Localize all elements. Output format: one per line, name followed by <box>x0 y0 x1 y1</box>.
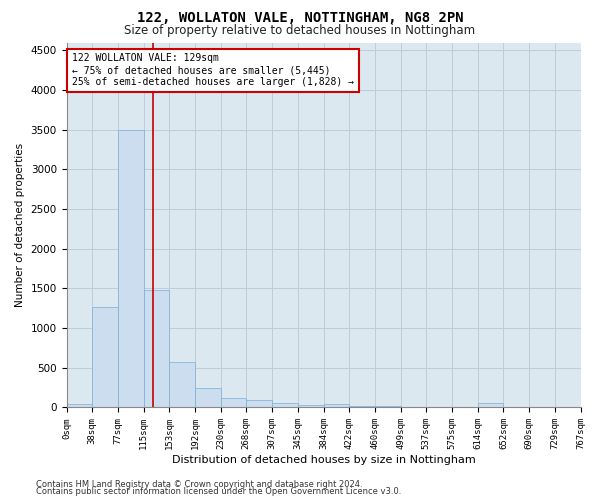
Text: 122 WOLLATON VALE: 129sqm
← 75% of detached houses are smaller (5,445)
25% of se: 122 WOLLATON VALE: 129sqm ← 75% of detac… <box>71 54 353 86</box>
Bar <box>324 404 349 407</box>
Bar <box>118 130 143 407</box>
Y-axis label: Number of detached properties: Number of detached properties <box>15 143 25 307</box>
Bar <box>195 388 221 407</box>
Bar <box>246 400 272 407</box>
Text: 122, WOLLATON VALE, NOTTINGHAM, NG8 2PN: 122, WOLLATON VALE, NOTTINGHAM, NG8 2PN <box>137 11 463 25</box>
Bar <box>375 406 401 408</box>
Bar <box>272 403 298 407</box>
Bar <box>349 406 375 407</box>
Bar <box>169 362 195 408</box>
Bar <box>67 404 92 407</box>
Bar <box>221 398 246 407</box>
Bar <box>427 407 452 408</box>
X-axis label: Distribution of detached houses by size in Nottingham: Distribution of detached houses by size … <box>172 455 475 465</box>
Bar <box>143 290 169 408</box>
Text: Contains public sector information licensed under the Open Government Licence v3: Contains public sector information licen… <box>36 487 401 496</box>
Text: Contains HM Land Registry data © Crown copyright and database right 2024.: Contains HM Land Registry data © Crown c… <box>36 480 362 489</box>
Bar <box>92 306 118 408</box>
Text: Size of property relative to detached houses in Nottingham: Size of property relative to detached ho… <box>124 24 476 37</box>
Bar <box>478 403 503 407</box>
Bar <box>298 405 324 407</box>
Bar <box>401 406 427 408</box>
